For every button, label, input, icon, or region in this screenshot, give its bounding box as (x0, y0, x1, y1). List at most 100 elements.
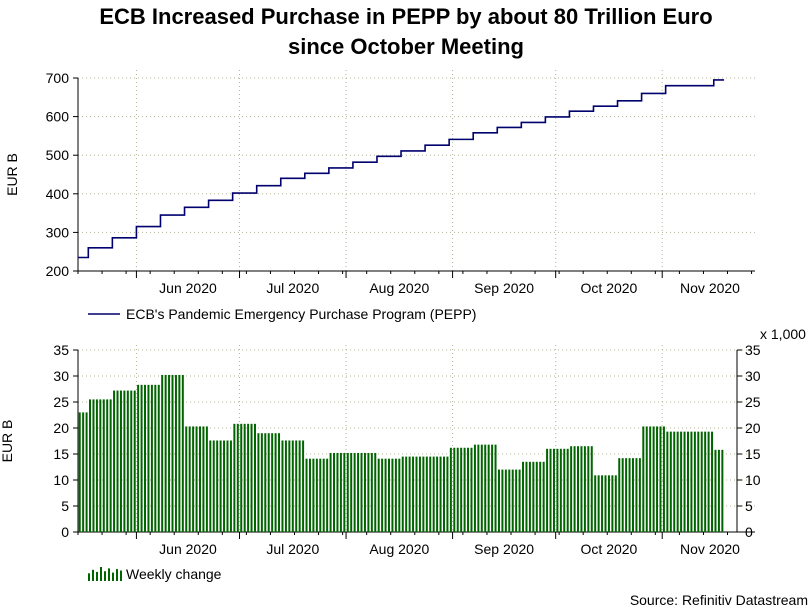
weekly-change-bar (497, 469, 500, 532)
weekly-change-bar (374, 452, 377, 532)
weekly-change-bar (439, 456, 442, 532)
pepp-series-line (78, 79, 725, 259)
weekly-change-bar (126, 390, 129, 532)
bottom-panel-x-tick-label: Aug 2020 (369, 541, 429, 557)
bottom-panel-left-y-tick-label: 25 (53, 394, 69, 410)
weekly-change-bar (260, 433, 263, 532)
weekly-change-bar (267, 433, 270, 532)
weekly-change-bar (453, 447, 456, 532)
weekly-change-bar (195, 426, 198, 532)
weekly-change-bar (484, 444, 487, 532)
weekly-change-bar (164, 374, 167, 532)
weekly-change-bar (322, 458, 325, 532)
weekly-change-bar (580, 446, 583, 532)
bottom-legend-swatch-bar (104, 571, 106, 581)
weekly-change-bar (360, 452, 363, 532)
weekly-change-bar (370, 452, 373, 532)
weekly-change-bar (418, 456, 421, 532)
weekly-change-bar (415, 456, 418, 532)
weekly-change-bar (154, 384, 157, 532)
weekly-change-bar (632, 458, 635, 532)
bottom-panel-right-y-tick-label: 10 (745, 472, 761, 488)
weekly-change-bar (116, 390, 119, 532)
weekly-change-bar (528, 461, 531, 532)
weekly-change-bar (604, 475, 607, 532)
weekly-change-bar (573, 446, 576, 532)
top-panel-y-tick-label: 400 (46, 186, 70, 202)
weekly-change-bar (130, 390, 133, 532)
weekly-change-bar (102, 399, 105, 532)
top-panel-y-tick-label: 600 (46, 109, 70, 125)
top-panel-x-tick-label: Sep 2020 (474, 280, 534, 296)
weekly-change-bar (401, 456, 404, 532)
weekly-change-bar (611, 475, 614, 532)
weekly-change-bar (377, 458, 380, 532)
top-panel-x-tick-label: Oct 2020 (581, 280, 638, 296)
weekly-change-bar (343, 452, 346, 532)
weekly-change-bar (662, 426, 665, 532)
weekly-change-bar (302, 440, 305, 532)
weekly-change-bar (223, 440, 226, 532)
top-panel-y-tick-label: 300 (46, 224, 70, 240)
weekly-change-bar (542, 461, 545, 532)
bottom-panel-left-y-tick-label: 10 (53, 472, 69, 488)
weekly-change-bar (394, 458, 397, 532)
weekly-change-bar (494, 444, 497, 532)
weekly-change-bar (460, 447, 463, 532)
source-note: Source: Refinitiv Datastream (629, 592, 808, 608)
weekly-change-bar (570, 446, 573, 532)
weekly-change-bar (563, 448, 566, 532)
weekly-change-bar (109, 399, 112, 532)
bottom-panel-left-y-tick-label: 5 (61, 498, 69, 514)
weekly-change-bar (690, 431, 693, 532)
weekly-change-bar (150, 384, 153, 532)
chart-title-line-1: ECB Increased Purchase in PEPP by about … (99, 4, 713, 29)
weekly-change-bar (504, 469, 507, 532)
weekly-change-bar (621, 458, 624, 532)
weekly-change-bar (714, 449, 717, 532)
weekly-change-bar (274, 433, 277, 532)
weekly-change-bar (168, 374, 171, 532)
weekly-change-bar (711, 431, 714, 532)
weekly-change-bar (700, 431, 703, 532)
weekly-change-bar (281, 440, 284, 532)
weekly-change-bar (559, 448, 562, 532)
weekly-change-bar (99, 399, 102, 532)
weekly-change-bar (209, 440, 212, 532)
bottom-panel-right-axis-note: x 1,000 (760, 326, 806, 342)
weekly-change-bar (305, 458, 308, 532)
weekly-change-bar (212, 440, 215, 532)
bottom-panel-left-y-tick-label: 0 (61, 524, 69, 540)
weekly-change-bar (95, 399, 98, 532)
bottom-panel-right-y-tick-label: 5 (745, 498, 753, 514)
weekly-change-bar (398, 458, 401, 532)
weekly-change-bar (363, 452, 366, 532)
weekly-change-bar (198, 426, 201, 532)
weekly-change-bar (353, 452, 356, 532)
weekly-change-bar (659, 426, 662, 532)
weekly-change-bar (119, 390, 122, 532)
top-panel-y-tick-label: 700 (46, 70, 70, 86)
weekly-change-bar (243, 423, 246, 532)
top-panel-y-axis-label: EUR B (4, 153, 20, 196)
weekly-change-bar (174, 374, 177, 532)
weekly-change-bar (686, 431, 689, 532)
top-legend-label: ECB's Pandemic Emergency Purchase Progra… (126, 306, 476, 322)
weekly-change-bar (477, 444, 480, 532)
bottom-panel-x-tick-label: Oct 2020 (581, 541, 638, 557)
bottom-legend-swatch-bar (96, 571, 98, 581)
weekly-change-bar (432, 456, 435, 532)
weekly-change-bar (618, 458, 621, 532)
weekly-change-bar (656, 426, 659, 532)
weekly-change-bar (181, 374, 184, 532)
weekly-change-bar (178, 374, 181, 532)
weekly-change-bar (257, 433, 260, 532)
weekly-change-bar (628, 458, 631, 532)
bottom-panel-right-y-tick-label: 35 (745, 342, 761, 358)
weekly-change-bar (202, 426, 205, 532)
weekly-change-bar (607, 475, 610, 532)
weekly-change-bar (298, 440, 301, 532)
weekly-change-bar (546, 448, 549, 532)
weekly-change-bar (649, 426, 652, 532)
